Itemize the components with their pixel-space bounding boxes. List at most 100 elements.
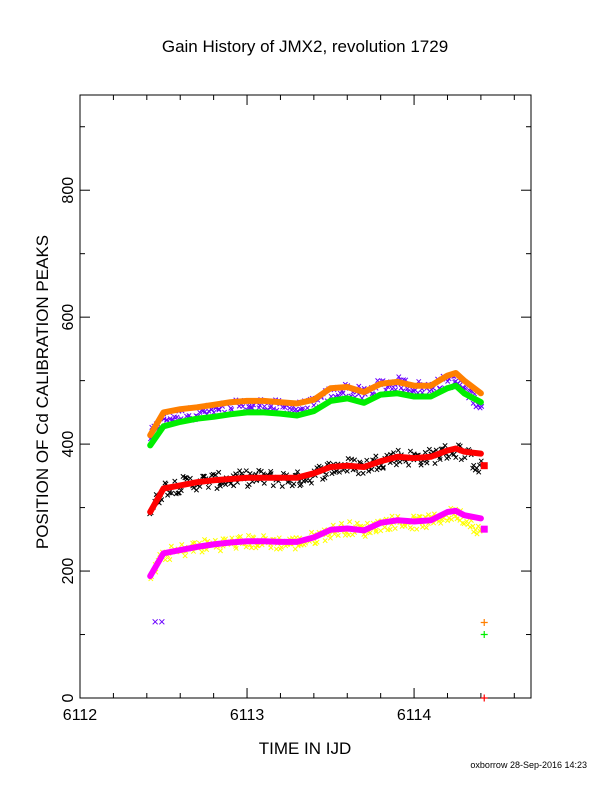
scatter-point bbox=[199, 549, 205, 555]
scatter-point bbox=[453, 454, 459, 461]
scatter-point bbox=[470, 523, 476, 529]
scatter-point bbox=[261, 533, 267, 539]
scatter-point bbox=[398, 385, 404, 391]
scatter-point bbox=[270, 483, 276, 489]
scatter-point bbox=[422, 449, 428, 455]
plot-area: 6112 6113 6114 0 200 400 600 800 bbox=[60, 94, 532, 724]
scatter-point bbox=[446, 515, 452, 521]
scatter-point bbox=[416, 513, 422, 519]
scatter-point bbox=[362, 533, 368, 540]
end-marker bbox=[480, 525, 488, 533]
scatter-point bbox=[364, 457, 370, 463]
scatter-point bbox=[444, 518, 451, 524]
scatter-point bbox=[179, 542, 185, 548]
scatter-point bbox=[268, 545, 274, 551]
scatter-point bbox=[298, 481, 304, 488]
scatter-point bbox=[254, 543, 260, 549]
series-line bbox=[147, 370, 484, 439]
scatter-point bbox=[392, 525, 398, 531]
end-marker bbox=[480, 631, 488, 639]
scatter-point bbox=[414, 526, 420, 532]
scatter-point bbox=[164, 417, 170, 423]
scatter-point bbox=[243, 468, 249, 474]
scatter-point bbox=[294, 469, 301, 475]
y-tick-label: 800 bbox=[60, 177, 77, 204]
scatter-point bbox=[240, 403, 246, 410]
scatter-point bbox=[333, 468, 339, 474]
scatter-point bbox=[407, 448, 413, 454]
scatter-point bbox=[311, 402, 317, 408]
scatter-point bbox=[380, 464, 386, 470]
scatter-point bbox=[299, 406, 306, 412]
scatter-point bbox=[349, 456, 355, 462]
scatter-point bbox=[167, 557, 173, 563]
scatter-point bbox=[182, 553, 188, 559]
plot-frame bbox=[79, 94, 532, 699]
chart-title: Gain History of JMX2, revolution 1729 bbox=[162, 37, 448, 56]
series-line bbox=[147, 507, 484, 580]
scatter-point bbox=[335, 532, 341, 539]
scatter-point bbox=[174, 414, 180, 420]
scatter-point bbox=[373, 529, 379, 535]
end-marker bbox=[152, 618, 159, 625]
scatter-point bbox=[389, 513, 395, 519]
scatter-point bbox=[267, 405, 273, 411]
scatter-point bbox=[217, 548, 224, 554]
scatter-point bbox=[426, 446, 432, 452]
end-marker bbox=[158, 618, 165, 625]
scatter-point bbox=[432, 460, 438, 467]
end-marker bbox=[480, 618, 488, 626]
scatter-point bbox=[476, 469, 482, 475]
scatter-point bbox=[395, 447, 401, 453]
scatter-point bbox=[464, 518, 470, 524]
scatter-point bbox=[169, 490, 175, 496]
scatter-point bbox=[278, 544, 284, 550]
scatter-point bbox=[355, 471, 361, 477]
scatter-point bbox=[344, 468, 350, 474]
scatter-point bbox=[216, 406, 222, 412]
scatter-point bbox=[217, 483, 223, 489]
y-tick-label: 600 bbox=[60, 304, 77, 331]
scatter-point bbox=[172, 478, 178, 484]
scatter-point bbox=[373, 453, 379, 459]
scatter-point bbox=[307, 477, 313, 484]
y-axis-label: POSITION OF Cd CALIBRATION PEAKS bbox=[33, 235, 52, 549]
scatter-point bbox=[409, 526, 415, 532]
end-marker bbox=[480, 694, 488, 702]
scatter-point bbox=[322, 475, 328, 481]
scatter-point bbox=[346, 532, 352, 538]
scatter-point bbox=[327, 535, 333, 541]
scatter-point bbox=[364, 520, 370, 526]
scatter-point bbox=[454, 516, 460, 522]
scatter-point bbox=[308, 480, 315, 486]
scatter-point bbox=[380, 465, 386, 471]
series-line bbox=[147, 382, 484, 449]
y-tick-label: 200 bbox=[60, 558, 77, 585]
scatter-point bbox=[291, 481, 297, 487]
scatter-point bbox=[462, 455, 468, 461]
scatter-point bbox=[323, 471, 329, 477]
scatter-point bbox=[243, 544, 249, 550]
scatter-point bbox=[351, 457, 358, 463]
scatter-point bbox=[338, 520, 345, 526]
scatter-point bbox=[201, 537, 208, 543]
scatter-point bbox=[237, 533, 243, 539]
scatter-point bbox=[336, 469, 342, 475]
series-line bbox=[147, 445, 484, 515]
scatter-point bbox=[228, 481, 234, 487]
scatter-point bbox=[424, 460, 430, 466]
scatter-point bbox=[248, 545, 255, 551]
scatter-point bbox=[255, 543, 261, 549]
scatter-point bbox=[458, 457, 464, 463]
scatter-point bbox=[279, 483, 285, 489]
x-axis-label: TIME IN IJD bbox=[259, 739, 352, 758]
scatter-point bbox=[261, 480, 267, 486]
scatter-point bbox=[382, 524, 388, 530]
scatter-point bbox=[418, 462, 424, 468]
scatter-point bbox=[442, 442, 448, 449]
scatter-point bbox=[216, 469, 222, 475]
scatter-point bbox=[438, 520, 444, 526]
scatter-point bbox=[472, 527, 479, 533]
scatter-point bbox=[187, 475, 193, 481]
